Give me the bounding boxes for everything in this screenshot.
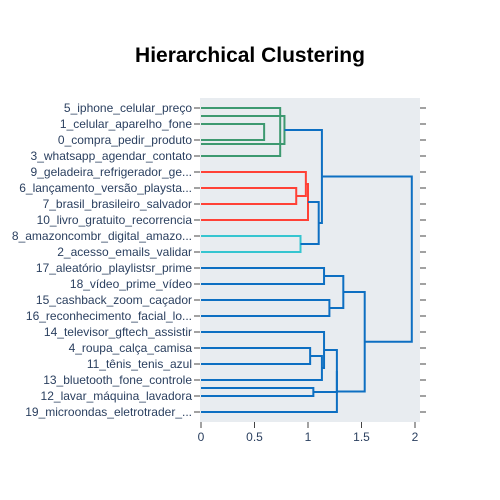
dendrogram-link <box>201 123 266 141</box>
leaf-label: 15_cashback_zoom_caçador <box>36 293 192 307</box>
x-tick-label: 1 <box>305 430 312 444</box>
x-tick-label: 2 <box>412 430 419 444</box>
leaf-label: 6_lançamento_versão_playsta... <box>19 181 192 195</box>
leaf-label: 7_brasil_brasileiro_salvador <box>43 197 192 211</box>
leaf-label: 0_compra_pedir_produto <box>58 133 192 147</box>
leaf-label: 8_amazoncombr_digital_amazo... <box>12 229 192 243</box>
leaf-label: 9_geladeira_refrigerador_ge... <box>31 165 192 179</box>
leaf-label: 11_tênis_tenis_azul <box>87 357 192 371</box>
y-axis-ticks <box>194 107 426 413</box>
leaf-label: 14_televisor_gftech_assistir <box>44 325 192 339</box>
x-tick-label: 0.5 <box>246 430 263 444</box>
leaf-label: 4_roupa_calça_camisa <box>69 341 193 355</box>
leaf-label: 13_bluetooth_fone_controle <box>43 373 192 387</box>
x-tick-label: 0 <box>198 430 205 444</box>
dendrogram-links <box>201 107 413 413</box>
dendrogram-link <box>201 107 282 157</box>
plot-background <box>200 98 420 422</box>
x-tick-label: 1.5 <box>353 430 370 444</box>
leaf-label: 3_whatsapp_agendar_contato <box>31 149 193 163</box>
leaf-labels: 5_iphone_celular_preço 1_celular_aparelho… <box>12 101 192 419</box>
leaf-label: 19_microondas_eletrotrader_... <box>25 405 192 419</box>
leaf-label: 5_iphone_celular_preço <box>64 101 192 115</box>
leaf-label: 1_celular_aparelho_fone <box>60 117 192 131</box>
leaf-label: 2_acesso_emails_validar <box>57 245 192 259</box>
leaf-label: 17_aleatório_playlistsr_prime <box>36 261 192 275</box>
dendrogram-link <box>201 371 338 413</box>
leaf-label: 12_lavar_máquina_lavadora <box>41 389 193 403</box>
x-axis: 0 0.5 1 1.5 2 <box>198 422 419 444</box>
leaf-label: 10_livro_gratuito_recorrencia <box>37 213 193 227</box>
leaf-label: 18_vídeo_prime_vídeo <box>70 277 192 291</box>
dendrogram-link <box>321 175 413 343</box>
leaf-label: 16_reconhecimento_facial_lo... <box>26 309 192 323</box>
chart-title: Hierarchical Clustering <box>135 44 365 67</box>
